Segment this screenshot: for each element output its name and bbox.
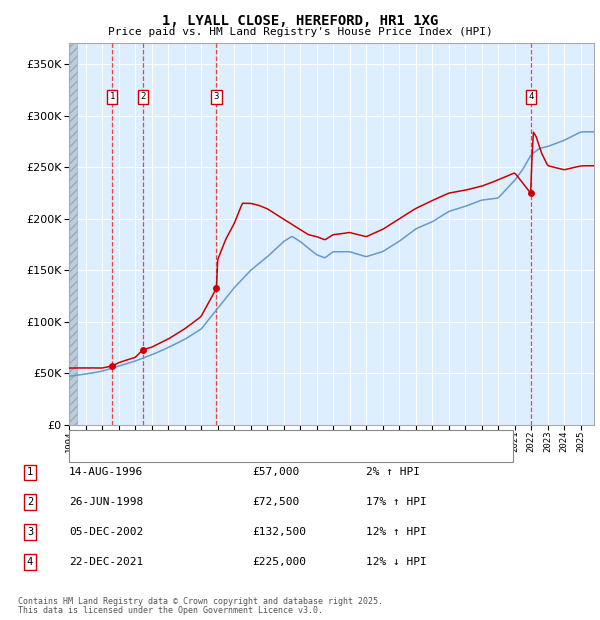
Text: This data is licensed under the Open Government Licence v3.0.: This data is licensed under the Open Gov… bbox=[18, 606, 323, 615]
Text: 3: 3 bbox=[27, 527, 33, 537]
Text: 2: 2 bbox=[27, 497, 33, 507]
Text: 2% ↑ HPI: 2% ↑ HPI bbox=[366, 467, 420, 477]
Text: HPI: Average price, semi-detached house, Herefordshire: HPI: Average price, semi-detached house,… bbox=[108, 448, 425, 458]
Text: Contains HM Land Registry data © Crown copyright and database right 2025.: Contains HM Land Registry data © Crown c… bbox=[18, 597, 383, 606]
Text: £225,000: £225,000 bbox=[252, 557, 306, 567]
Text: 1: 1 bbox=[27, 467, 33, 477]
Text: 2: 2 bbox=[140, 92, 146, 102]
Text: 12% ↓ HPI: 12% ↓ HPI bbox=[366, 557, 427, 567]
Text: £132,500: £132,500 bbox=[252, 527, 306, 537]
Text: Price paid vs. HM Land Registry's House Price Index (HPI): Price paid vs. HM Land Registry's House … bbox=[107, 27, 493, 37]
Text: 05-DEC-2002: 05-DEC-2002 bbox=[69, 527, 143, 537]
Text: 22-DEC-2021: 22-DEC-2021 bbox=[69, 557, 143, 567]
Text: 1: 1 bbox=[110, 92, 115, 102]
Text: 1, LYALL CLOSE, HEREFORD, HR1 1XG: 1, LYALL CLOSE, HEREFORD, HR1 1XG bbox=[162, 14, 438, 29]
Text: 1, LYALL CLOSE, HEREFORD, HR1 1XG (semi-detached house): 1, LYALL CLOSE, HEREFORD, HR1 1XG (semi-… bbox=[108, 433, 431, 444]
Text: 17% ↑ HPI: 17% ↑ HPI bbox=[366, 497, 427, 507]
Text: 14-AUG-1996: 14-AUG-1996 bbox=[69, 467, 143, 477]
Text: 3: 3 bbox=[214, 92, 219, 102]
Text: 4: 4 bbox=[27, 557, 33, 567]
Text: 12% ↑ HPI: 12% ↑ HPI bbox=[366, 527, 427, 537]
Text: 26-JUN-1998: 26-JUN-1998 bbox=[69, 497, 143, 507]
Text: £72,500: £72,500 bbox=[252, 497, 299, 507]
Text: £57,000: £57,000 bbox=[252, 467, 299, 477]
Text: 4: 4 bbox=[528, 92, 533, 102]
